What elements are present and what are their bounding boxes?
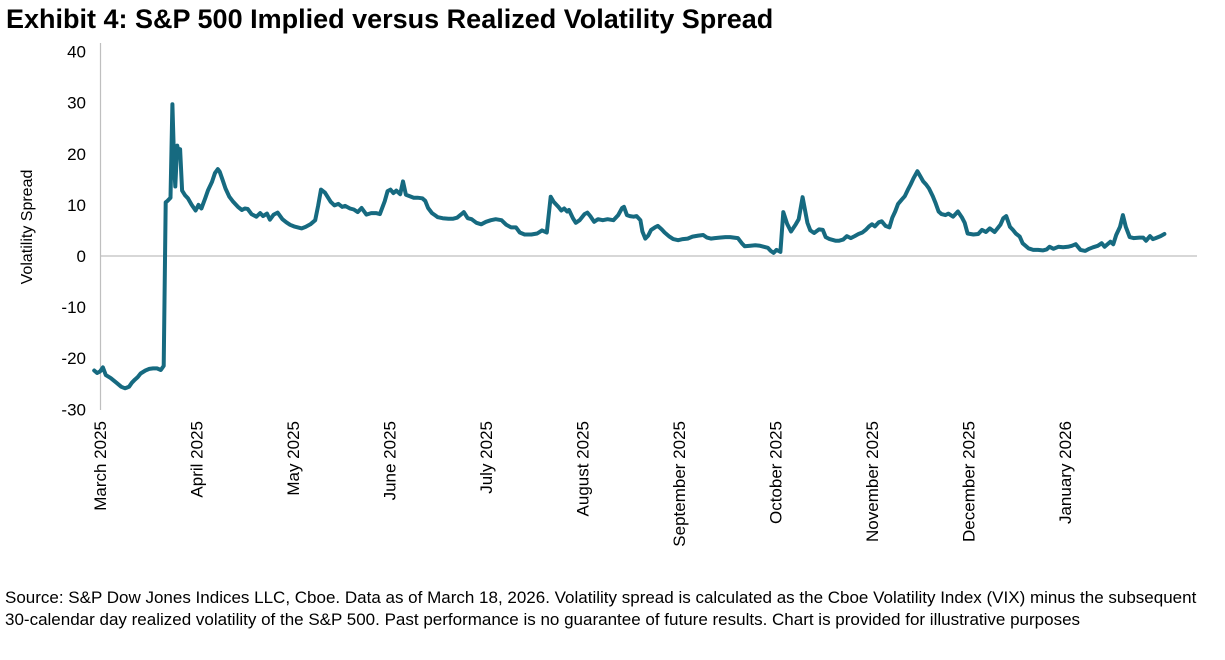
- x-tick-label: November 2025: [863, 421, 882, 542]
- x-tick-label: December 2025: [960, 421, 979, 542]
- x-tick-label: September 2025: [670, 421, 689, 547]
- x-tick-label: March 2025: [91, 421, 110, 511]
- y-tick-label: -20: [61, 349, 86, 368]
- y-axis-tick-labels: 40 30 20 10 0 -10 -20 -30: [61, 43, 86, 420]
- x-tick-label: January 2026: [1056, 421, 1075, 524]
- x-axis-tick-labels: March 2025 April 2025 May 2025 June 2025 Jul…: [91, 421, 1075, 547]
- y-tick-label: 30: [67, 94, 86, 113]
- x-tick-label: April 2025: [188, 421, 207, 498]
- page-title: Exhibit 4: S&P 500 Implied versus Realiz…: [6, 4, 774, 34]
- x-tick-label: August 2025: [574, 421, 593, 516]
- source-note: Source: S&P Dow Jones Indices LLC, Cboe.…: [5, 588, 1197, 629]
- x-tick-label: July 2025: [477, 421, 496, 494]
- y-tick-label: -10: [61, 298, 86, 317]
- x-tick-label: October 2025: [767, 421, 786, 524]
- x-tick-label: May 2025: [284, 421, 303, 496]
- volatility-spread-chart: 40 30 20 10 0 -10 -20 -30 Volatility Spread Mar…: [19, 43, 1197, 547]
- y-tick-label: 0: [77, 247, 86, 266]
- y-tick-label: -30: [61, 400, 86, 419]
- y-axis-title: Volatility Spread: [19, 170, 36, 285]
- x-tick-label: June 2025: [381, 421, 400, 500]
- y-tick-label: 40: [67, 43, 86, 62]
- volatility-spread-series-line: [92, 102, 1167, 391]
- y-tick-label: 20: [67, 145, 86, 164]
- y-tick-label: 10: [67, 196, 86, 215]
